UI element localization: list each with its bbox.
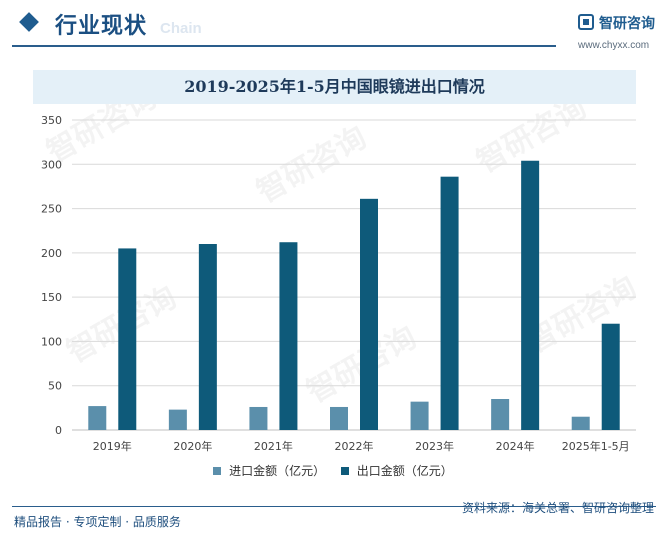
source-note: 资料来源：海关总署、智研咨询整理 — [461, 501, 654, 515]
footer-divider — [12, 506, 656, 507]
logo-icon — [578, 14, 594, 30]
x-tick-label: 2023年 — [415, 439, 454, 453]
y-tick-label: 50 — [48, 380, 62, 393]
x-tick-label: 2024年 — [496, 439, 535, 453]
legend-label-import: 进口金额（亿元） — [229, 464, 326, 478]
bar-export — [360, 198, 378, 430]
page-subtitle: Chain — [160, 20, 202, 37]
logo-name: 智研咨询 — [599, 16, 655, 32]
x-tick-label: 2025年1-5月 — [562, 439, 630, 453]
chart-legend: 进口金额（亿元） 出口金额（亿元） — [0, 462, 666, 482]
legend-item-export: 出口金额（亿元） — [340, 462, 453, 479]
x-tick-label: 2020年 — [173, 439, 212, 453]
chart-title-band: 2019-2025年1-5月中国眼镜进出口情况 — [33, 70, 636, 104]
bar-export — [440, 176, 459, 430]
bar-export — [521, 160, 540, 430]
bar-import — [88, 406, 107, 430]
x-tick-label: 2021年 — [254, 439, 293, 453]
y-tick-label: 100 — [41, 335, 62, 348]
y-tick-label: 300 — [41, 158, 62, 171]
footer-slogan: 精品报告 · 专项定制 · 品质服务 — [14, 515, 181, 529]
legend-item-import: 进口金额（亿元） — [213, 462, 325, 479]
chart-title: 2019-2025年1-5月中国眼镜进出口情况 — [184, 77, 485, 96]
bar-import — [330, 406, 348, 430]
legend-swatch-import — [213, 466, 222, 475]
y-tick-label: 200 — [41, 247, 62, 260]
bar-import — [571, 416, 590, 430]
bar-import — [249, 406, 268, 430]
y-tick-label: 250 — [41, 203, 62, 216]
bar-export — [279, 242, 298, 430]
header-divider — [12, 45, 556, 47]
x-tick-label: 2022年 — [335, 439, 374, 453]
legend-label-export: 出口金额（亿元） — [356, 464, 453, 478]
bar-export — [198, 244, 217, 430]
y-tick-label: 0 — [55, 424, 62, 437]
page-title: 行业现状 — [55, 14, 148, 39]
bar-import — [410, 401, 429, 430]
bar-export — [118, 248, 137, 430]
brand-logo: 智研咨询 www.chyxx.com — [578, 14, 662, 54]
y-tick-label: 150 — [41, 291, 62, 304]
x-tick-label: 2019年 — [93, 439, 132, 453]
legend-swatch-export — [340, 466, 349, 475]
bar-export — [601, 323, 620, 430]
page-header: 行业现状 Chain 智研咨询 www.chyxx.com — [0, 0, 666, 52]
y-tick-label: 350 — [41, 114, 62, 127]
bar-import — [491, 399, 510, 430]
bar-import — [168, 409, 187, 430]
logo-url: www.chyxx.com — [578, 40, 650, 51]
